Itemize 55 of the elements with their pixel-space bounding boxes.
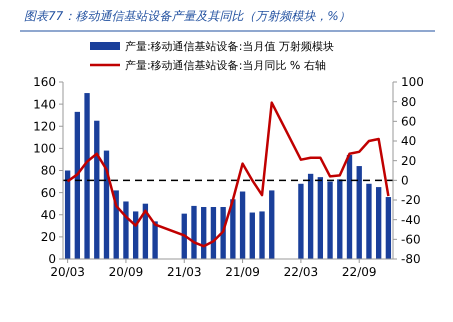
y2-tick-label: 100	[401, 75, 424, 90]
bar	[132, 211, 138, 259]
y2-tick-label: -40	[401, 212, 421, 227]
y2-tick-label: 0	[401, 174, 409, 188]
bar	[308, 174, 314, 259]
y-tick-label: 0	[48, 252, 56, 266]
y-tick-label: 160	[33, 75, 56, 90]
y-tick-label: 140	[33, 97, 56, 112]
bar	[230, 199, 236, 259]
x-tick-label: 20/09	[108, 265, 144, 279]
y2-tick-label: -80	[401, 252, 421, 266]
bar	[259, 211, 265, 259]
bar	[366, 184, 372, 259]
x-tick-label: 21/09	[225, 265, 260, 279]
bar	[356, 166, 362, 259]
bar	[386, 197, 392, 259]
bar	[182, 214, 187, 259]
y-tick-label: 40	[40, 208, 56, 222]
bar	[94, 120, 100, 259]
bar	[327, 182, 333, 259]
y2-tick-label: -60	[401, 232, 421, 247]
line-series	[66, 101, 390, 248]
bar	[337, 179, 342, 259]
legend-label: 产量:移动通信基站设备:当月值 万射频模块	[125, 40, 334, 53]
y-tick-label: 120	[33, 119, 56, 134]
bar	[269, 190, 274, 259]
y-tick-label: 80	[40, 164, 56, 178]
bar	[114, 190, 119, 259]
x-tick-label: 20/03	[50, 265, 85, 279]
y2-tick-label: 80	[401, 94, 416, 109]
bar	[250, 212, 255, 259]
bar	[64, 170, 70, 259]
y2-tick-label: -20	[401, 193, 421, 208]
chart-title: 图表77：移动通信基站设备产量及其同比（万射频模块，%）	[24, 9, 351, 23]
y-tick-label: 100	[33, 142, 56, 156]
x-tick-label: 22/03	[284, 265, 318, 279]
bar	[210, 207, 216, 259]
bar	[74, 112, 80, 259]
bar	[298, 184, 304, 259]
y2-tick-label: 20	[401, 154, 416, 168]
bar	[346, 155, 352, 259]
bar	[84, 93, 90, 259]
y2-tick-label: 40	[401, 134, 416, 148]
y2-tick-label: 60	[401, 114, 416, 129]
bar	[152, 221, 158, 259]
bar	[201, 207, 206, 259]
bar	[142, 204, 148, 259]
x-tick-label: 21/03	[166, 265, 202, 279]
bar	[240, 192, 246, 259]
x-tick-label: 22/09	[342, 265, 377, 279]
legend-label: 产量:移动通信基站设备:当月同比 % 右轴	[125, 58, 326, 72]
y-tick-label: 20	[40, 230, 56, 244]
bar	[318, 177, 324, 259]
bar	[376, 187, 382, 259]
y-tick-label: 60	[40, 186, 56, 200]
